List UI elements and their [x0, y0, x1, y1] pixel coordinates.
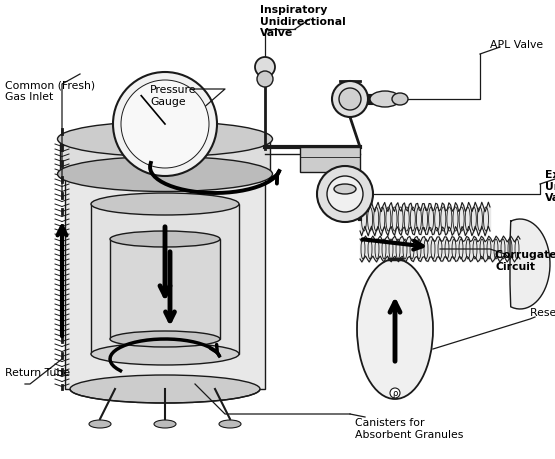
- Circle shape: [327, 177, 363, 213]
- Text: Common (Fresh)
Gas Inlet: Common (Fresh) Gas Inlet: [5, 80, 95, 101]
- Bar: [91, 205, 239, 354]
- Ellipse shape: [89, 420, 111, 428]
- Ellipse shape: [58, 157, 273, 192]
- Ellipse shape: [370, 92, 400, 108]
- Ellipse shape: [65, 160, 265, 190]
- Bar: [110, 240, 220, 339]
- Ellipse shape: [70, 375, 260, 403]
- Circle shape: [332, 82, 368, 118]
- Text: Return Tube: Return Tube: [5, 367, 70, 377]
- Bar: [60, 140, 270, 174]
- Ellipse shape: [357, 259, 433, 399]
- Circle shape: [121, 81, 209, 168]
- Text: Pressure
Gauge: Pressure Gauge: [150, 85, 196, 106]
- Polygon shape: [510, 219, 550, 309]
- Circle shape: [317, 167, 373, 223]
- Text: Expiratory
Unidirectional
Valve: Expiratory Unidirectional Valve: [545, 170, 555, 203]
- Ellipse shape: [58, 122, 273, 157]
- Circle shape: [113, 73, 217, 177]
- Ellipse shape: [219, 420, 241, 428]
- Text: Inspiratory
Unidirectional
Valve: Inspiratory Unidirectional Valve: [260, 5, 346, 38]
- Text: Reservoir  Bag: Reservoir Bag: [530, 308, 555, 317]
- Ellipse shape: [110, 331, 220, 347]
- Bar: [65, 174, 265, 389]
- Text: APL Valve: APL Valve: [490, 40, 543, 50]
- Ellipse shape: [110, 231, 220, 247]
- Circle shape: [255, 58, 275, 78]
- Bar: [300, 148, 360, 173]
- Text: Canisters for
Absorbent Granules: Canisters for Absorbent Granules: [355, 417, 463, 439]
- Ellipse shape: [154, 420, 176, 428]
- Circle shape: [390, 388, 400, 398]
- Text: Corrugated Breathing
Circuit: Corrugated Breathing Circuit: [495, 249, 555, 271]
- Ellipse shape: [91, 194, 239, 216]
- Ellipse shape: [91, 343, 239, 365]
- Ellipse shape: [334, 185, 356, 195]
- Circle shape: [257, 72, 273, 88]
- Text: ρ: ρ: [392, 389, 398, 397]
- Circle shape: [339, 89, 361, 111]
- Ellipse shape: [392, 94, 408, 106]
